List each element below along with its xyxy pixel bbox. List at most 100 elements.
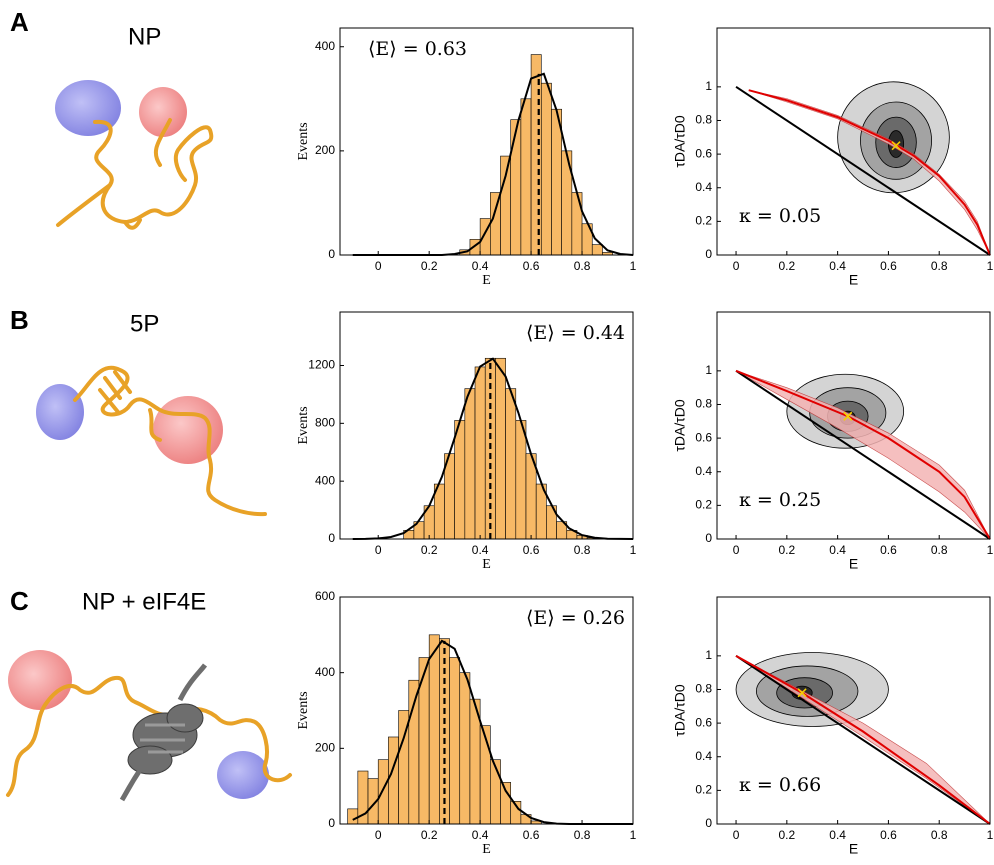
x-tick-label: 0: [375, 259, 382, 273]
x-tick-label: 0.8: [574, 828, 591, 842]
hist-bar: [551, 109, 561, 255]
mean-annotation: ⟨E⟩ = 0.63: [368, 38, 467, 60]
hist-bar: [501, 156, 511, 255]
y-tick-label: 0: [705, 531, 712, 545]
y-tick-label: 0: [328, 531, 335, 545]
hist-bar: [429, 635, 439, 824]
y-tick-label: 0.8: [695, 682, 712, 696]
x-tick-label: 0: [733, 543, 740, 557]
x-tick-label: 0.6: [880, 259, 897, 273]
hist-bar: [516, 420, 526, 539]
panel-title: NP: [128, 23, 161, 50]
y-tick-label: 0.2: [695, 783, 712, 797]
y-tick-label: 0.6: [695, 430, 712, 444]
hist-bar: [572, 193, 582, 255]
x-tick-label: 1: [630, 259, 637, 273]
x-tick-label: 0.4: [472, 828, 489, 842]
hist-bar: [388, 737, 398, 824]
x-tick-label: 0.6: [523, 543, 540, 557]
x-tick-label: 0.8: [931, 828, 948, 842]
panel-letter: C: [10, 586, 29, 616]
hist-bar: [495, 358, 505, 539]
x-tick-label: 0.8: [931, 543, 948, 557]
x-tick-label: 1: [630, 828, 637, 842]
x-tick-label: 0: [375, 828, 382, 842]
x-axis-label: E: [482, 842, 491, 857]
y-tick-label: 600: [315, 589, 335, 603]
panel-title: NP + eIF4E: [82, 588, 206, 615]
y-tick-label: 200: [315, 143, 335, 157]
hist-bar: [480, 726, 490, 824]
x-tick-label: 0.2: [778, 828, 795, 842]
x-tick-label: 0.2: [778, 543, 795, 557]
x-tick-label: 0.6: [880, 543, 897, 557]
x-tick-label: 1: [630, 543, 637, 557]
x-tick-label: 0.4: [829, 543, 846, 557]
x-axis-label: E: [849, 556, 858, 572]
y-axis-label: τDA/τD0: [672, 115, 688, 168]
x-tick-label: 0.2: [778, 259, 795, 273]
y-axis-label: τDA/τD0: [672, 399, 688, 452]
x-tick-label: 0: [733, 828, 740, 842]
x-tick-label: 0.4: [829, 259, 846, 273]
x-tick-label: 0.8: [574, 543, 591, 557]
panel-letter: B: [10, 305, 29, 335]
y-tick-label: 1: [705, 648, 712, 662]
hist-bar: [378, 760, 388, 824]
y-tick-label: 400: [315, 39, 335, 53]
y-tick-label: 0.8: [695, 113, 712, 127]
y-tick-label: 0.6: [695, 146, 712, 160]
y-tick-label: 800: [315, 416, 335, 430]
y-tick-label: 1: [705, 363, 712, 377]
y-tick-label: 400: [315, 473, 335, 487]
x-tick-label: 0.6: [523, 259, 540, 273]
y-tick-label: 0.4: [695, 749, 712, 763]
x-tick-label: 1: [987, 259, 994, 273]
y-tick-label: 1200: [308, 358, 335, 372]
x-tick-label: 0: [375, 543, 382, 557]
x-tick-label: 0.8: [574, 259, 591, 273]
hist-bar: [490, 193, 500, 255]
y-tick-label: 1: [705, 79, 712, 93]
y-axis-label: Events: [296, 122, 311, 160]
hist-bar: [521, 99, 531, 255]
kappa-annotation: κ = 0.25: [739, 489, 821, 511]
y-axis-label: τDA/τD0: [672, 684, 688, 737]
y-tick-label: 0: [705, 247, 712, 261]
y-tick-label: 0.2: [695, 214, 712, 228]
x-tick-label: 0.4: [829, 828, 846, 842]
kappa-annotation: κ = 0.66: [739, 774, 821, 796]
x-tick-label: 0.6: [880, 828, 897, 842]
mean-annotation: ⟨E⟩ = 0.26: [526, 607, 625, 629]
hist-bar: [348, 809, 358, 824]
panel-title: 5P: [130, 310, 159, 337]
hist-bar: [541, 83, 551, 255]
mean-annotation: ⟨E⟩ = 0.44: [526, 322, 625, 344]
hist-bar: [455, 420, 465, 539]
y-tick-label: 0: [705, 816, 712, 830]
x-tick-label: 0.2: [421, 543, 438, 557]
y-tick-label: 0.8: [695, 397, 712, 411]
hist-bar: [460, 673, 470, 824]
x-tick-label: 1: [987, 828, 994, 842]
y-tick-label: 0: [328, 816, 335, 830]
x-tick-label: 0.2: [421, 828, 438, 842]
hist-bar: [592, 245, 602, 255]
x-tick-label: 0.8: [931, 259, 948, 273]
structure-np: [55, 80, 211, 228]
y-axis-label: Events: [296, 406, 311, 444]
structure-np-eif4e: [8, 650, 290, 800]
x-axis-label: E: [849, 272, 858, 288]
y-tick-label: 400: [315, 665, 335, 679]
x-axis-label: E: [482, 273, 491, 288]
kappa-annotation: κ = 0.05: [739, 205, 821, 227]
structure-5p: [36, 368, 265, 514]
hist-bar: [511, 120, 521, 255]
panel-letter: A: [10, 7, 29, 37]
y-tick-label: 0.2: [695, 498, 712, 512]
y-tick-label: 0.6: [695, 715, 712, 729]
x-tick-label: 0.4: [472, 543, 489, 557]
hist-bar: [450, 658, 460, 824]
x-tick-label: 0.4: [472, 259, 489, 273]
hist-bar: [465, 389, 475, 539]
